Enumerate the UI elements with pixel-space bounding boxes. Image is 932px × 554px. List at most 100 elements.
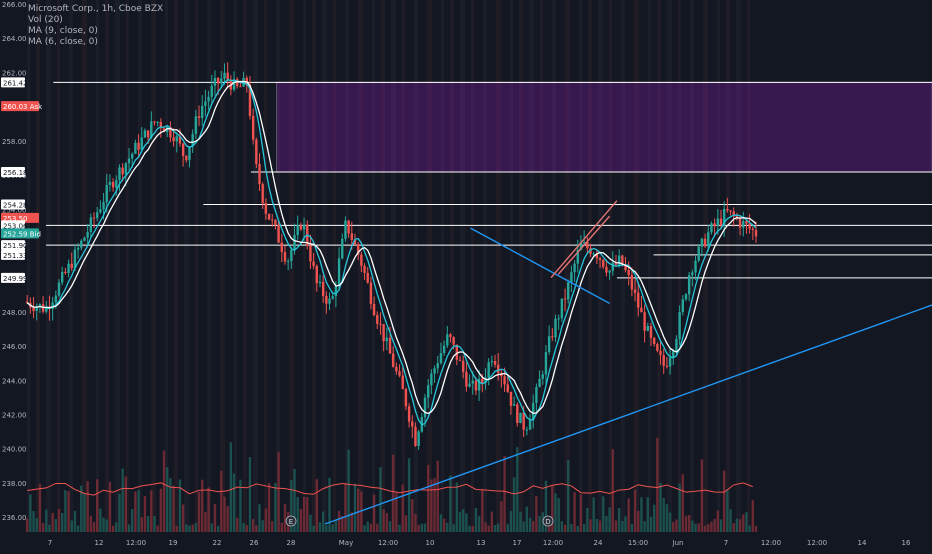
candle-body[interactable] [216, 77, 220, 84]
event-marker-icon[interactable] [542, 515, 554, 527]
candle-body[interactable] [232, 79, 236, 90]
price-label-box[interactable] [1, 166, 25, 177]
candle-body[interactable] [624, 264, 627, 270]
candle-body[interactable] [630, 275, 634, 290]
candle-body[interactable] [560, 298, 564, 319]
candle-body[interactable] [261, 184, 264, 204]
candle-body[interactable] [468, 383, 471, 387]
candle-body[interactable] [535, 387, 538, 403]
candle-body[interactable] [458, 359, 462, 361]
candle-body[interactable] [719, 218, 723, 226]
candle-body[interactable] [194, 116, 198, 134]
candle-body[interactable] [455, 344, 459, 360]
candle-body[interactable] [140, 137, 143, 150]
candle-body[interactable] [121, 167, 124, 175]
candle-body[interactable] [449, 334, 452, 338]
candle-body[interactable] [391, 353, 395, 367]
candle-body[interactable] [754, 229, 758, 237]
candle-body[interactable] [503, 376, 506, 385]
candle-body[interactable] [134, 142, 137, 154]
candle-body[interactable] [210, 85, 213, 97]
candle-body[interactable] [143, 130, 147, 138]
ma9-line[interactable] [26, 80, 757, 415]
candle-body[interactable] [102, 202, 105, 210]
candle-body[interactable] [197, 116, 201, 118]
candle-body[interactable] [643, 312, 646, 331]
candle-body[interactable] [691, 272, 694, 276]
candle-body[interactable] [267, 213, 271, 220]
candle-body[interactable] [318, 281, 322, 284]
candle-body[interactable] [532, 402, 535, 421]
candle-body[interactable] [621, 255, 624, 265]
candle-body[interactable] [554, 318, 557, 338]
price-label-box[interactable] [1, 228, 39, 239]
candle-body[interactable] [60, 271, 64, 283]
candle-body[interactable] [255, 139, 258, 164]
candle-body[interactable] [226, 72, 229, 80]
candle-body[interactable] [446, 334, 449, 346]
candle-body[interactable] [602, 259, 605, 267]
candle-body[interactable] [175, 136, 178, 142]
candle-body[interactable] [137, 142, 140, 150]
candle-body[interactable] [108, 181, 112, 185]
candle-body[interactable] [637, 292, 640, 308]
trendline-wedge-lower[interactable] [557, 215, 611, 275]
candle-body[interactable] [605, 266, 608, 273]
candle-body[interactable] [697, 246, 700, 261]
candle-body[interactable] [296, 225, 299, 235]
time-axis[interactable] [0, 532, 932, 550]
candle-body[interactable] [92, 217, 96, 219]
candle-body[interactable] [726, 208, 729, 211]
candle-body[interactable] [67, 263, 70, 273]
candle-body[interactable] [299, 225, 303, 230]
price-axis[interactable] [0, 0, 24, 532]
candle-body[interactable] [414, 426, 417, 446]
candle-body[interactable] [544, 352, 548, 375]
candle-body[interactable] [51, 302, 54, 310]
candle-body[interactable] [328, 298, 331, 304]
candle-body[interactable] [188, 146, 191, 161]
candle-body[interactable] [286, 261, 290, 263]
candle-body[interactable] [423, 397, 427, 418]
candle-body[interactable] [344, 220, 347, 239]
candle-body[interactable] [96, 212, 99, 219]
candle-body[interactable] [652, 337, 656, 345]
candle-body[interactable] [646, 326, 649, 331]
candle-body[interactable] [124, 163, 128, 175]
candle-body[interactable] [401, 375, 404, 390]
price-label-box[interactable] [1, 199, 25, 210]
candle-body[interactable] [83, 237, 86, 241]
candle-body[interactable] [477, 378, 481, 391]
candle-body[interactable] [204, 101, 207, 106]
candle-body[interactable] [611, 262, 614, 271]
candle-body[interactable] [258, 163, 261, 185]
candle-body[interactable] [411, 421, 414, 427]
candle-body[interactable] [557, 318, 560, 320]
candle-body[interactable] [519, 412, 522, 423]
candle-body[interactable] [309, 245, 312, 262]
candle-body[interactable] [64, 271, 67, 273]
candle-body[interactable] [290, 249, 293, 262]
candle-body[interactable] [710, 223, 713, 233]
candle-body[interactable] [347, 220, 350, 234]
candle-body[interactable] [703, 238, 707, 247]
candle-body[interactable] [382, 324, 385, 342]
candle-body[interactable] [742, 221, 745, 228]
candle-body[interactable] [86, 232, 89, 238]
candle-body[interactable] [649, 326, 653, 338]
candle-body[interactable] [672, 351, 675, 358]
candle-body[interactable] [153, 121, 156, 123]
candle-body[interactable] [442, 345, 446, 354]
ma9-legend[interactable]: MA (9, close, 0) [28, 26, 98, 36]
candle-body[interactable] [277, 224, 280, 243]
candle-body[interactable] [576, 249, 579, 264]
candle-body[interactable] [751, 228, 755, 230]
candle-body[interactable] [675, 338, 678, 352]
candle-body[interactable] [207, 96, 210, 102]
volume-legend[interactable]: Vol (20) [28, 15, 63, 25]
candle-body[interactable] [366, 272, 369, 283]
candle-body[interactable] [325, 295, 328, 304]
candle-body[interactable] [738, 218, 742, 228]
candle-body[interactable] [570, 272, 573, 283]
candle-body[interactable] [665, 365, 669, 367]
